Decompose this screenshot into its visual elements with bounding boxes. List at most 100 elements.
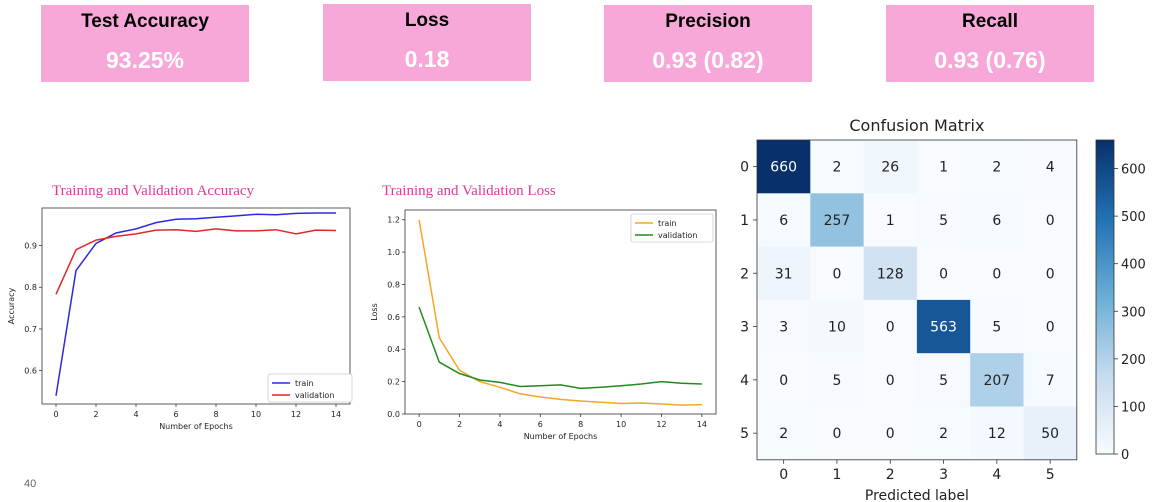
y-tick-label: 2 [740, 266, 749, 282]
x-tick-label: 2 [886, 467, 895, 483]
x-tick-label: 2 [457, 420, 462, 429]
matrix-frame [756, 139, 1078, 461]
matrix-cell-value: 1 [939, 160, 948, 176]
x-tick-label: 0 [53, 410, 58, 419]
y-tick-label: 4 [740, 373, 749, 389]
matrix-cell [970, 406, 1024, 461]
matrix-cell [810, 246, 865, 301]
matrix-cell [916, 406, 971, 461]
matrix-cell-value: 0 [939, 266, 948, 282]
x-tick-label: 12 [291, 410, 301, 419]
y-tick-label: 1.2 [387, 216, 400, 225]
y-tick-label: 1.0 [387, 248, 400, 257]
matrix-cell [810, 140, 865, 194]
accuracy-line-chart: 0 2 4 6 8 10 12 14 0.6 0.7 0.8 0.9 Number of Epochs A… [7, 207, 353, 431]
x-tick-label: 10 [616, 420, 626, 429]
series-line-train [55, 212, 336, 396]
colorbar [1095, 139, 1115, 455]
matrix-cell-value: 50 [1041, 426, 1059, 442]
matrix-cell [970, 299, 1024, 354]
matrix-cell [863, 299, 918, 354]
matrix-cell [810, 353, 865, 407]
matrix-cell [916, 193, 971, 248]
metric-label: Recall [962, 11, 1018, 32]
matrix-cell [1023, 406, 1078, 461]
x-axis-label: Predicted label [865, 488, 969, 502]
matrix-cell-value: 207 [983, 373, 1010, 389]
metric-card-loss: Loss 0.18 [323, 4, 531, 81]
colorbar-tick-label: 200 [1121, 353, 1146, 368]
metric-label: Loss [404, 10, 450, 31]
matrix-cell [1023, 140, 1078, 194]
matrix-cell [916, 246, 971, 301]
matrix-cell-value: 2 [832, 160, 841, 176]
matrix-cell [916, 299, 971, 354]
x-tick-label: 2 [93, 410, 98, 419]
matrix-cell-value: 563 [930, 320, 957, 336]
matrix-cell [1023, 193, 1078, 248]
matrix-cell-value: 0 [886, 373, 895, 389]
metric-value: 0.18 [404, 46, 450, 72]
metric-label: Precision [665, 11, 751, 32]
colorbar-tick-label: 100 [1121, 400, 1146, 415]
matrix-cell [810, 193, 865, 248]
matrix-cell [1023, 353, 1078, 407]
colorbar-tick-label: 600 [1121, 163, 1146, 178]
series-line-validation [418, 306, 702, 390]
x-tick-label: 1 [832, 467, 841, 483]
matrix-cell-value: 12 [988, 426, 1006, 442]
legend-label-train: train [295, 379, 314, 388]
y-tick-label: 5 [740, 426, 749, 442]
matrix-cell-value: 0 [1046, 320, 1055, 336]
y-axis-label: Loss [370, 303, 379, 321]
matrix-cell-value: 4 [1046, 160, 1055, 176]
matrix-cell [863, 140, 918, 194]
matrix-cell-value: 1 [886, 213, 895, 229]
loss-line-chart: 0 2 4 6 8 10 12 14 0.0 0.2 0.4 0.6 0.8 1.0 1.2 Number o… [370, 209, 717, 441]
matrix-cell [863, 406, 918, 461]
matrix-cell [757, 299, 811, 354]
legend-label-validation: validation [295, 391, 334, 400]
y-axis-label: Accuracy [7, 287, 16, 324]
matrix-cell [757, 193, 811, 248]
matrix-cell [810, 406, 865, 461]
matrix-cell [1023, 299, 1078, 354]
y-tick-label: 0.2 [387, 378, 400, 387]
x-tick-label: 8 [578, 420, 583, 429]
colorbar-tick-label: 0 [1121, 448, 1129, 463]
y-tick-label: 0.4 [387, 345, 400, 354]
matrix-cell [757, 353, 811, 407]
y-tick-label: 3 [740, 320, 749, 336]
y-tick-label: 0.6 [24, 367, 37, 376]
x-tick-label: 12 [656, 420, 666, 429]
x-tick-label: 10 [251, 410, 261, 419]
y-tick-label: 0.8 [24, 283, 37, 292]
x-tick-label: 14 [331, 410, 341, 419]
matrix-cell [970, 193, 1024, 248]
matrix-cell [916, 140, 971, 194]
y-tick-label: 1 [740, 213, 749, 229]
x-tick-label: 6 [538, 420, 543, 429]
slide-number: 40 [24, 478, 37, 490]
matrix-cell-value: 0 [1046, 266, 1055, 282]
x-tick-label: 0 [417, 420, 422, 429]
metric-card-recall: Recall 0.93 (0.76) [886, 5, 1094, 82]
matrix-cell-value: 2 [939, 426, 948, 442]
matrix-cell [916, 353, 971, 407]
legend-label-validation: validation [658, 231, 697, 240]
matrix-cell-value: 0 [832, 266, 841, 282]
matrix-cell-value: 660 [770, 160, 797, 176]
x-tick-label: 14 [697, 420, 707, 429]
matrix-cell [757, 140, 811, 194]
matrix-cell [757, 406, 811, 461]
matrix-cell [863, 193, 918, 248]
matrix-cell [863, 246, 918, 301]
metric-card-test-accuracy: Test Accuracy 93.25% [41, 5, 249, 82]
matrix-cell-value: 5 [939, 373, 948, 389]
matrix-cell-value: 7 [1046, 373, 1055, 389]
confusion-matrix-title: Confusion Matrix [849, 116, 984, 135]
matrix-cell-value: 3 [779, 320, 788, 336]
matrix-cell-value: 257 [824, 213, 851, 229]
y-tick-label: 0.6 [387, 313, 400, 322]
